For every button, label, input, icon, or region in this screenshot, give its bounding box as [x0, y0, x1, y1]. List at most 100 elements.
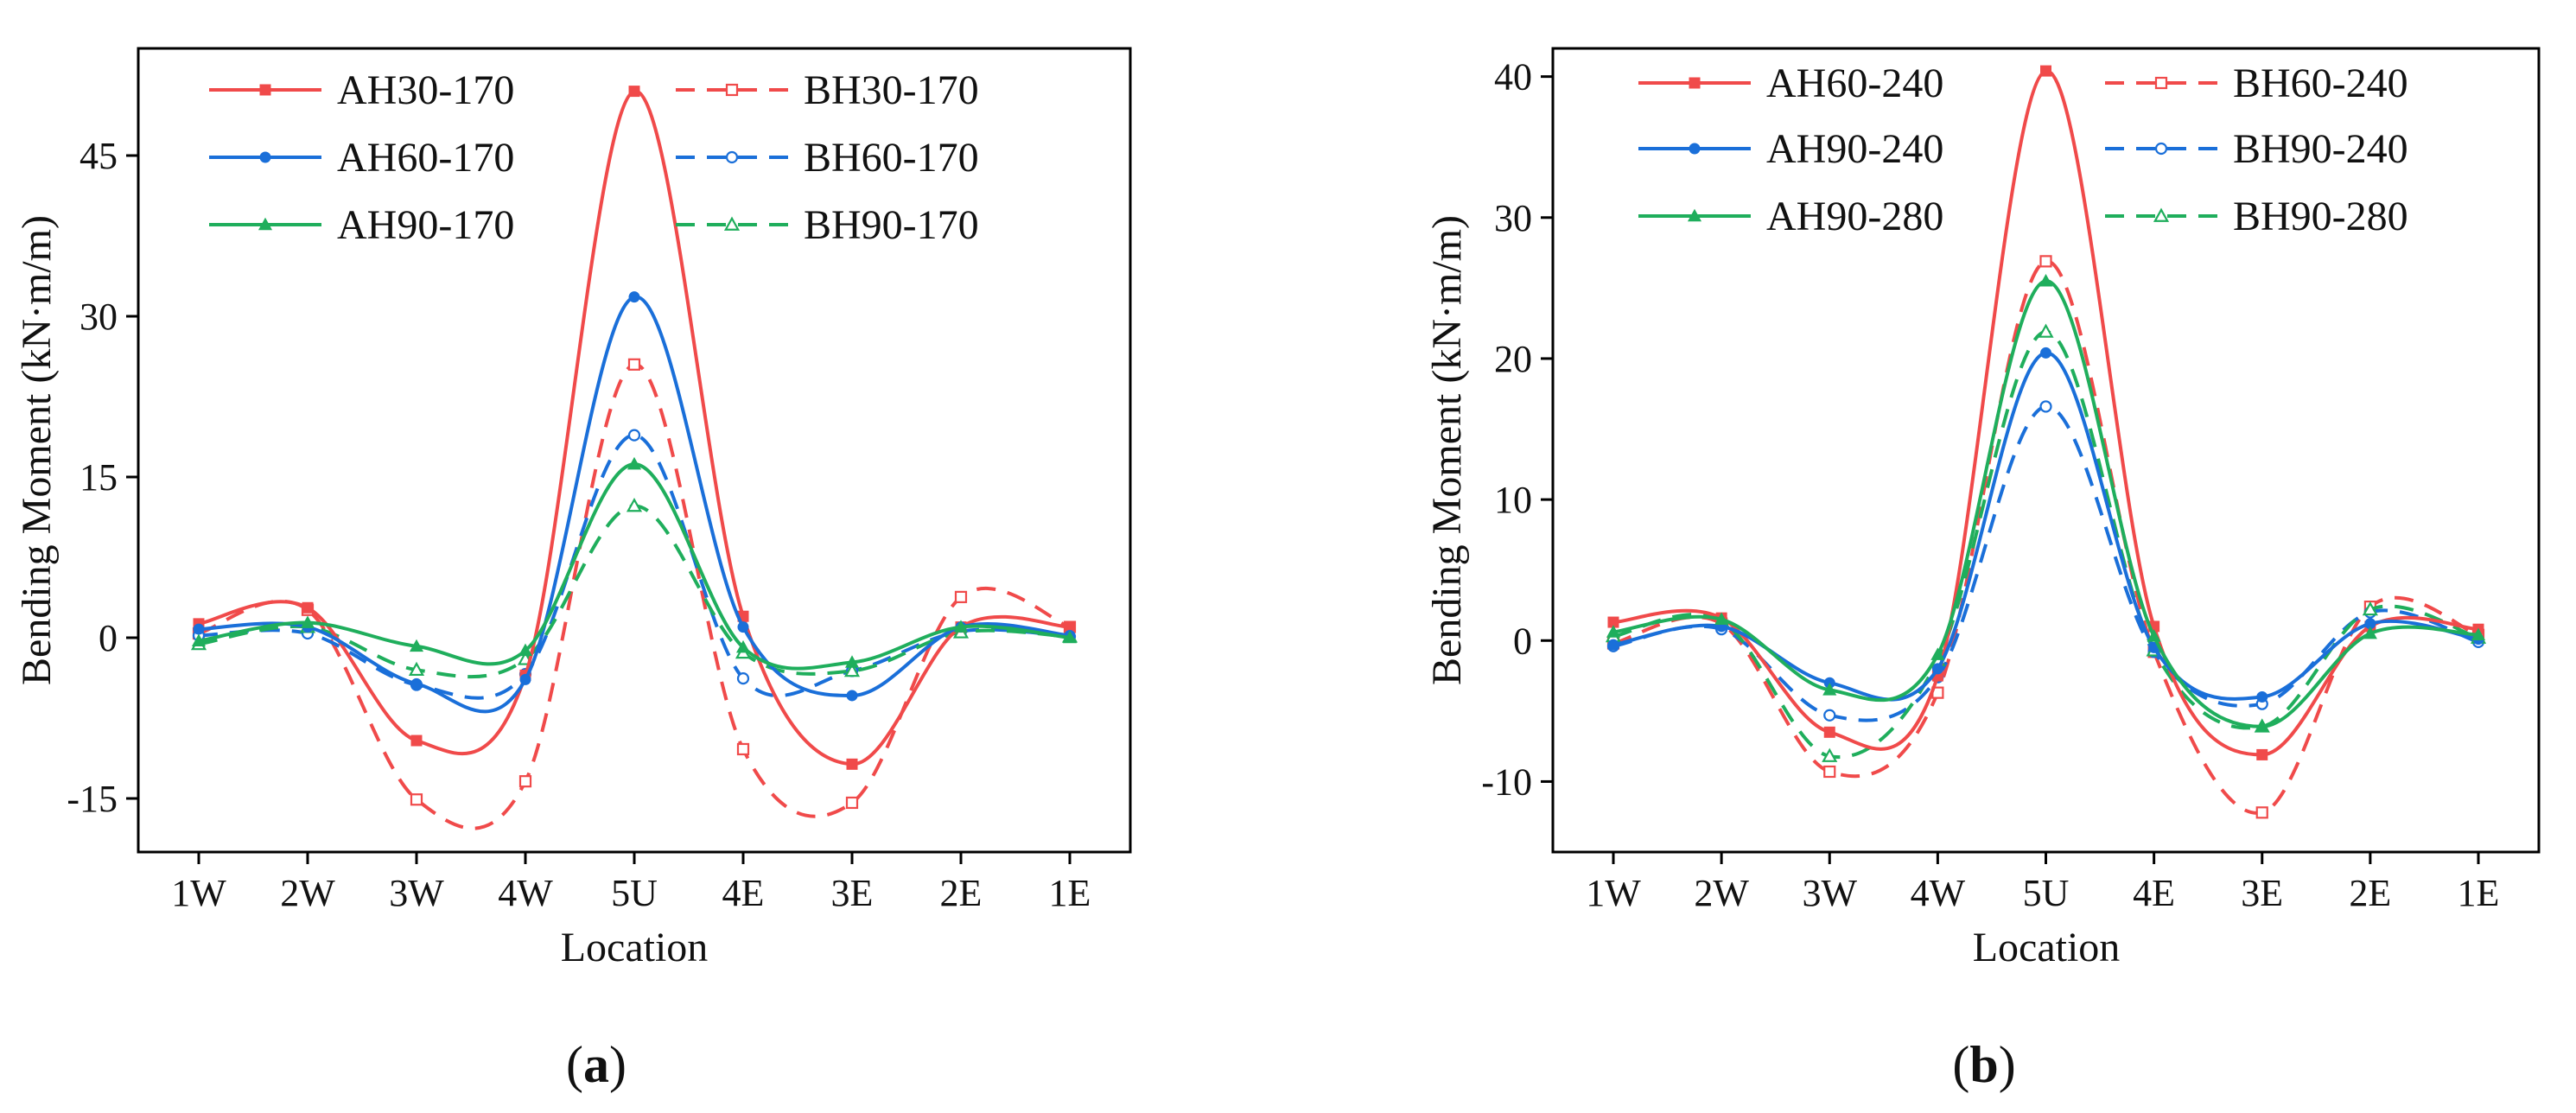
panel-b-point-ah60-240-3e [2256, 748, 2268, 760]
panel-b-legend-item-ah90-240: AH90-240 [1638, 126, 1943, 172]
panel-a-legend-marker [259, 84, 271, 96]
panel-b-point-bh60-240-5u [2039, 255, 2052, 268]
panel-b-legend-label: AH90-280 [1766, 194, 1943, 239]
panel-b-legend-marker [1687, 208, 1702, 222]
panel-a-x-axis-title: Location [561, 925, 709, 970]
panel-b-legend-label: AH60-240 [1766, 60, 1943, 106]
panel-a-point-bh90-170-3w [408, 661, 425, 677]
panel-b-point-ah90-240-1w [1607, 639, 1619, 651]
panel-b-series-group [1605, 65, 2487, 819]
panel-a-legend-marker [725, 83, 739, 97]
panel-a-y-tick-label: 45 [80, 135, 118, 177]
panel-a-point-ah90-170-1w [191, 633, 207, 646]
panel-b-x-tick-label: 2W [1694, 872, 1749, 914]
panel-b-point-ah90-280-2e [2363, 626, 2377, 639]
panel-b-y-tick-label: 10 [1494, 479, 1532, 521]
panel-b-point-ah90-240-3e [2256, 691, 2268, 703]
panel-b-y-tick-label: 20 [1494, 338, 1532, 380]
panel-b-point-bh90-280-5u [2038, 323, 2054, 338]
panel-b-label: (b) [1952, 1036, 2015, 1093]
panel-b-point-bh60-240-3e [2255, 806, 2268, 819]
panel-a-point-bh30-170-3w [410, 793, 423, 806]
panel-b-series-bh90-240 [1606, 400, 2485, 722]
panel-b-point-ah90-280-5u [2039, 273, 2053, 287]
panel-a-point-bh90-170-5u [626, 498, 643, 512]
panel-a-legend-marker [725, 150, 739, 164]
panel-a-series-ah30-170 [193, 86, 1076, 770]
panel-a-legend-label: AH90-170 [337, 202, 514, 248]
panel-b-legend-item-bh90-240: BH90-240 [2105, 126, 2408, 172]
panel-a-point-ah90-170-3e [844, 655, 860, 668]
panel-a-point-ah90-170-4e [735, 639, 751, 653]
panel-a-point-bh30-170-4w [518, 775, 532, 788]
panel-b-point-ah90-280-4e [2147, 629, 2161, 642]
panel-a-point-ah30-170-2w [302, 601, 314, 614]
panel-a-legend-marker [258, 217, 273, 231]
panel-a-point-bh30-170-4e [736, 742, 750, 756]
panel-b-x-tick-label: 3W [1802, 872, 1857, 914]
panel-b-series-bh90-280 [1605, 323, 2487, 762]
panel-a-point-bh90-170-3e [843, 662, 861, 677]
panel-a-x-tick-label: 2E [940, 872, 983, 914]
panel-b-point-ah90-240-5u [2040, 347, 2051, 359]
panel-b-x-tick-label: 4W [1911, 872, 1966, 914]
panel-a-point-bh30-170-2e [954, 590, 968, 603]
panel-a-y-tick-label: 0 [99, 617, 118, 659]
panel-a-series-group [190, 86, 1078, 830]
panel-a-x-tick-label: 4E [722, 872, 765, 914]
panel-a-x-tick-label: 5U [611, 872, 658, 914]
panel-b-point-bh90-280-2e [2362, 601, 2378, 616]
panel-b-y-tick-label: 30 [1494, 197, 1532, 239]
panel-a-point-ah60-170-4e [737, 621, 749, 633]
panel-a-point-ah90-170-1e [1062, 630, 1078, 644]
panel-b-y-tick-label: 40 [1494, 56, 1532, 99]
panel-b-line-ah60-240 [1612, 69, 2479, 757]
panel-a-legend-item-ah60-170: AH60-170 [209, 135, 514, 181]
panel-a-chart: 1W 2W 3W 4W 5U 4E 3E 2E 1E -15 0 15 30 45 AH30-170 AH6… [14, 47, 1132, 1093]
panel-b-x-tick-label: 3E [2241, 872, 2283, 914]
panel-a-point-ah90-170-3w [409, 639, 424, 652]
panel-a-legend-item-ah90-170: AH90-170 [209, 202, 514, 248]
panel-b-point-ah90-240-4w [1931, 663, 1943, 675]
panel-a-legend-label: AH30-170 [337, 67, 514, 113]
panel-b-legend-item-ah60-240: AH60-240 [1638, 60, 1943, 106]
panel-a-series-bh90-170 [190, 498, 1078, 679]
panel-b-point-ah90-280-2w [1714, 612, 1729, 626]
panel-b-point-ah90-280-1e [2471, 627, 2486, 640]
panel-b-legend-marker [1689, 143, 1701, 155]
panel-b-y-tick-label: 0 [1513, 620, 1532, 662]
panel-a-point-bh30-170-5u [627, 358, 641, 371]
panel-a-x-tick-label: 1E [1049, 872, 1091, 914]
panel-b-point-ah60-240-3w [1823, 726, 1835, 738]
panel-b-point-bh90-280-3w [1822, 747, 1838, 762]
panel-a-point-bh60-170-4e [736, 672, 750, 685]
panel-a-point-ah30-170-3w [410, 735, 423, 747]
panel-a-point-ah90-170-5u [627, 456, 642, 470]
panel-a-legend: AH30-170 AH60-170 AH90-170 BH30-170 BH60-170… [209, 67, 979, 248]
panel-a-legend-item-bh60-170: BH60-170 [676, 135, 979, 181]
panel-b-x-tick-label: 1E [2458, 872, 2500, 914]
panel-a-point-bh30-170-3e [845, 796, 859, 810]
panel-a-legend-label: AH60-170 [337, 135, 514, 181]
panel-a-y-tick-label: 15 [80, 456, 118, 499]
panel-b-point-ah90-280-4w [1930, 647, 1945, 660]
panel-a-x-tick-label: 2W [280, 872, 335, 914]
panel-a-plot-frame [137, 47, 1132, 854]
panel-b-legend-item-bh90-280: BH90-280 [2105, 194, 2408, 239]
panel-a-point-ah90-170-4w [518, 643, 533, 657]
panel-b-legend-label: AH90-240 [1766, 126, 1943, 172]
panel-a-x-tick-label: 3W [389, 872, 444, 914]
panel-b-legend-marker [2154, 142, 2168, 156]
panel-b-legend-label: BH60-240 [2233, 60, 2408, 106]
panel-b-x-tick-label: 1W [1586, 872, 1641, 914]
panel-b-legend-label: BH90-280 [2233, 194, 2408, 239]
panel-a-point-bh60-170-5u [627, 429, 641, 442]
panel-a-point-ah60-170-3w [410, 677, 423, 690]
panel-a-line-bh60-170 [198, 433, 1071, 700]
panel-b-series-bh60-240 [1606, 255, 2485, 819]
panel-a-ticks: 1W 2W 3W 4W 5U 4E 3E 2E 1E -15 0 15 30 45 [67, 135, 1091, 914]
panel-b-legend-item-bh60-240: BH60-240 [2105, 60, 2408, 106]
panel-b-point-bh60-240-3w [1823, 765, 1836, 779]
